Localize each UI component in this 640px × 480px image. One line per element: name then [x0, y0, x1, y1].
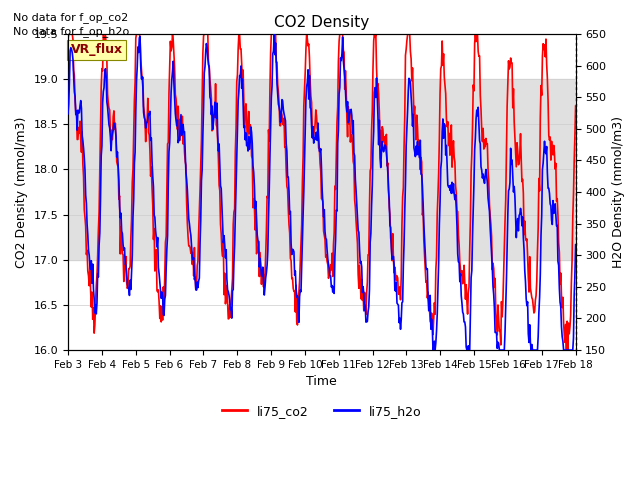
- Text: No data for f_op_h2o: No data for f_op_h2o: [13, 26, 129, 37]
- Y-axis label: H2O Density (mmol/m3): H2O Density (mmol/m3): [612, 116, 625, 268]
- Text: No data for f_op_co2: No data for f_op_co2: [13, 12, 128, 23]
- Y-axis label: CO2 Density (mmol/m3): CO2 Density (mmol/m3): [15, 116, 28, 268]
- Bar: [68, 79, 575, 260]
- Title: CO2 Density: CO2 Density: [274, 15, 369, 30]
- X-axis label: Time: Time: [307, 375, 337, 388]
- Legend: li75_co2, li75_h2o: li75_co2, li75_h2o: [217, 400, 426, 423]
- Text: VR_flux: VR_flux: [70, 43, 123, 57]
